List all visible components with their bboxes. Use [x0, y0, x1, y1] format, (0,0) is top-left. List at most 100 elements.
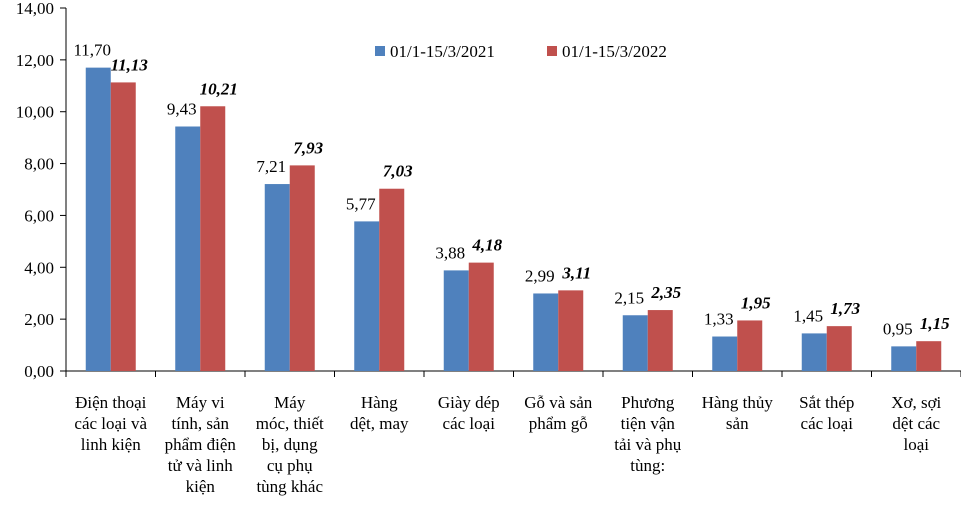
category-label: Phương tiện vận tải và phụ tùng:	[614, 393, 682, 475]
bar-2022	[826, 326, 852, 371]
category-label-line: tùng khác	[256, 477, 323, 496]
category-label-line: tải và phụ	[614, 435, 682, 454]
category-label-line: phẩm điện	[165, 435, 237, 454]
bar-2021	[622, 315, 648, 371]
value-label-2021: 2,99	[525, 266, 555, 285]
category-label-line: Phương	[621, 393, 675, 412]
bar-2022	[200, 106, 226, 371]
y-axis: 0,00 2,00 4,00 6,00 8,00 10,00 12,00 14,00	[16, 0, 67, 381]
category-label-line: tử và linh	[168, 456, 233, 475]
y-tick-label: 2,00	[24, 310, 54, 329]
value-label-2021: 11,70	[73, 41, 111, 60]
category-label-line: tiện vận	[621, 414, 676, 433]
category-label-line: loại	[904, 435, 930, 454]
bar-2021	[712, 336, 738, 371]
category-label-line: phẩm gỗ	[529, 414, 588, 433]
category-label-line: Máy	[274, 393, 306, 412]
bar-2022	[468, 262, 494, 371]
legend-item-2021: 01/1-15/3/2021	[375, 42, 495, 61]
legend: 01/1-15/3/2021 01/1-15/3/2022	[375, 42, 667, 61]
value-label-2022: 7,93	[293, 138, 323, 157]
value-label-2021: 7,21	[256, 157, 286, 176]
bar-2022	[647, 310, 673, 371]
category-label-line: tùng:	[630, 456, 665, 475]
bar-2022	[737, 320, 763, 371]
value-label-2022: 1,73	[830, 299, 860, 318]
bar-2021	[85, 67, 111, 371]
category-label: Hàng dệt, may	[350, 393, 409, 433]
legend-label: 01/1-15/3/2021	[390, 42, 495, 61]
bar-2021	[264, 184, 290, 371]
legend-label: 01/1-15/3/2022	[562, 42, 667, 61]
category-label-line: cụ phụ	[267, 456, 313, 475]
value-label-2022: 11,13	[111, 55, 149, 74]
y-tick-label: 0,00	[24, 362, 54, 381]
category-label: Giày dép các loại	[438, 393, 500, 433]
bar-2022	[110, 82, 136, 371]
bar-2021	[533, 293, 559, 371]
value-label-2022: 10,21	[200, 79, 238, 98]
value-label-2021: 2,15	[614, 288, 644, 307]
value-label-2021: 0,95	[883, 319, 913, 338]
category-label: Gỗ và sản phẩm gỗ	[524, 393, 592, 433]
bar-2021	[891, 346, 917, 371]
category-label-line: dệt các	[892, 414, 940, 433]
category-labels: Điện thoại các loại và linh kiện Máy vi tính…	[74, 393, 941, 496]
category-label: Máy móc, thiết bị, dụng cụ phụ tùng khác	[256, 393, 324, 496]
bar-2022	[379, 188, 405, 371]
bar-2021	[175, 126, 201, 372]
value-label-2021: 1,33	[704, 310, 734, 329]
legend-item-2022: 01/1-15/3/2022	[547, 42, 667, 61]
value-label-2021: 1,45	[793, 306, 823, 325]
value-label-2021: 9,43	[167, 99, 197, 118]
category-label-line: Sắt thép	[799, 393, 854, 412]
value-label-2021: 5,77	[346, 194, 376, 213]
legend-swatch	[547, 46, 557, 56]
y-tick-label: 10,00	[16, 103, 54, 122]
category-label: Máy vi tính, sản phẩm điện tử và linh kiện	[165, 393, 237, 496]
category-label: Hàng thủy sản	[702, 393, 774, 433]
category-label-line: kiện	[186, 477, 216, 496]
value-label-2021: 3,88	[435, 243, 465, 262]
bar-2021	[354, 221, 380, 371]
value-label-2022: 4,18	[471, 236, 502, 255]
category-label-line: Hàng thủy	[702, 393, 774, 412]
bar-2022	[916, 341, 942, 371]
category-label-line: bị, dụng	[262, 435, 318, 454]
bar-2022	[289, 165, 315, 371]
category-label-line: các loại và	[74, 414, 147, 433]
value-label-2022: 1,95	[741, 293, 771, 312]
category-label-line: Điện thoại	[75, 393, 147, 412]
value-label-2022: 2,35	[650, 283, 681, 302]
y-tick-label: 4,00	[24, 258, 54, 277]
category-label-line: Gỗ và sản	[524, 393, 592, 412]
category-label-line: tính, sản	[171, 414, 229, 433]
y-tick-label: 6,00	[24, 206, 54, 225]
category-label: Xơ, sợi dệt các loại	[891, 393, 941, 454]
category-label: Điện thoại các loại và linh kiện	[74, 393, 147, 454]
category-label-line: các loại	[801, 414, 854, 433]
category-label-line: sản	[726, 414, 749, 433]
category-label-line: dệt, may	[350, 414, 409, 433]
bars	[85, 67, 942, 372]
value-label-2022: 3,11	[561, 263, 591, 282]
category-label-line: Giày dép	[438, 393, 500, 412]
y-tick-label: 12,00	[16, 51, 54, 70]
category-label-line: linh kiện	[81, 435, 141, 454]
legend-swatch	[375, 46, 385, 56]
bar-2022	[558, 290, 584, 371]
bar-2021	[801, 333, 827, 371]
category-label-line: Máy vi	[176, 393, 225, 412]
category-label-line: Xơ, sợi	[891, 393, 941, 412]
category-label-line: móc, thiết	[256, 414, 324, 433]
x-axis	[65, 370, 961, 377]
category-label-line: Hàng	[361, 393, 398, 412]
value-label-2022: 1,15	[920, 314, 950, 333]
bar-2021	[443, 270, 469, 371]
y-tick-label: 14,00	[16, 0, 54, 18]
category-label: Sắt thép các loại	[799, 393, 854, 433]
y-tick-label: 8,00	[24, 155, 54, 174]
value-label-2022: 7,03	[383, 162, 413, 181]
